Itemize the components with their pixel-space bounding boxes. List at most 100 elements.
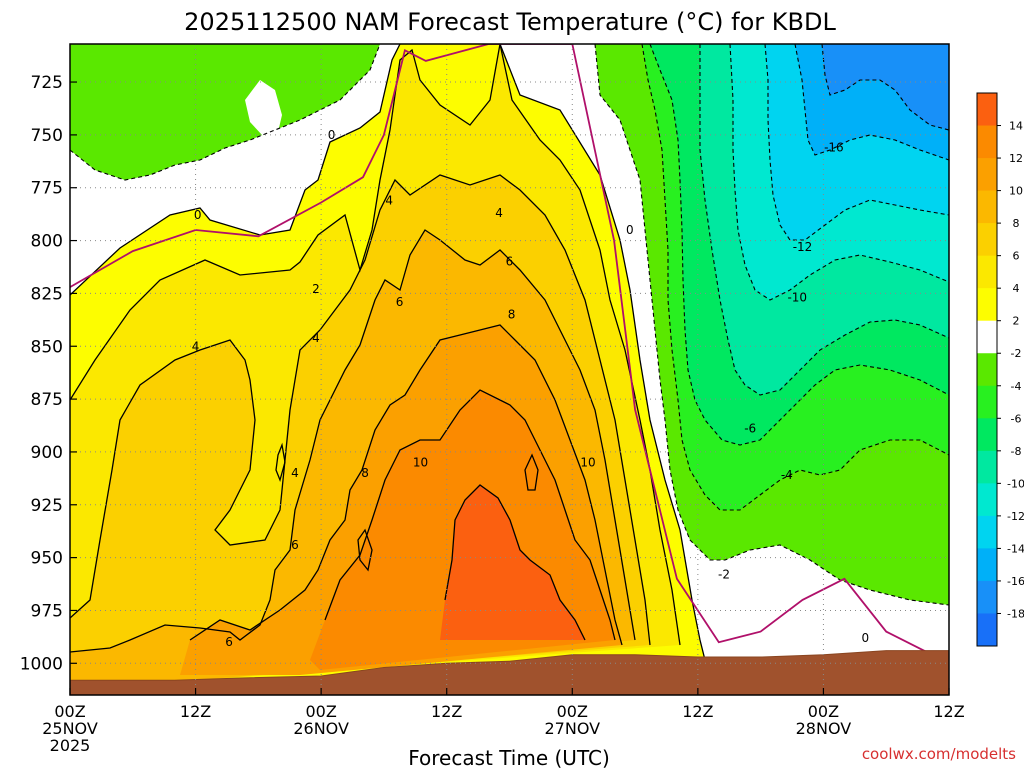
contour-label: 6 [225, 635, 233, 649]
colorbar-swatch [977, 613, 997, 647]
contour-labels: 0 0 0 0 2 4 4 4 4 4 6 6 6 6 8 8 10 10 -2 -4 -6 -10 -12 -16 [192, 128, 869, 649]
colorbar-label: 14 [1009, 120, 1023, 133]
colorbar-label: -8 [1011, 445, 1022, 458]
isotherm-0c [70, 44, 615, 288]
colorbar-swatch [977, 158, 997, 192]
colorbar-swatch [977, 190, 997, 224]
colorbar-swatch [977, 548, 997, 582]
contour-14c [444, 484, 586, 641]
colorbar-swatch [977, 320, 997, 354]
contour-label: 4 [385, 193, 393, 207]
isotherm-0c [613, 240, 949, 654]
y-tick-label: 750 [31, 126, 63, 146]
contour-label: 4 [291, 466, 299, 480]
x-tick-label: 00Z [305, 702, 336, 721]
colorbar-swatch [977, 93, 997, 127]
contour-label: 6 [291, 538, 299, 552]
contour-label: 4 [312, 331, 320, 345]
contour-minus8c [699, 44, 949, 396]
colorbar-label: 12 [1009, 152, 1023, 165]
contour-label: 6 [506, 255, 514, 269]
colorbar-label: -4 [1011, 380, 1022, 393]
contour-minus4c [641, 44, 949, 511]
contour-label: 6 [396, 295, 404, 309]
plot-area: 0 0 0 0 2 4 4 4 4 4 6 6 6 6 8 8 10 10 -2 -4 -6 -10 -12 -16 [70, 44, 949, 695]
x-tick-label: 28NOV [796, 719, 852, 738]
colorbar-frame [976, 92, 998, 647]
x-tick-label: 12Z [682, 702, 713, 721]
x-tick-label: 27NOV [544, 719, 600, 738]
contour-label: 4 [192, 339, 200, 353]
contour-minus14c [794, 44, 949, 161]
colorbar-swatch [977, 125, 997, 159]
contour-8c [70, 229, 636, 653]
contour-6c [70, 174, 651, 646]
colorbar-swatch [977, 288, 997, 322]
warm-contour-lines [70, 44, 706, 661]
freezing-isotherms [70, 44, 949, 654]
contour-label: 0 [328, 128, 336, 142]
colorbar-swatch [977, 223, 997, 257]
contour-label: -16 [824, 141, 844, 155]
colorbar-swatch [977, 515, 997, 549]
contour-minus2c-upper [70, 44, 381, 181]
y-tick-label: 775 [31, 179, 63, 199]
contour-label: 8 [361, 466, 369, 480]
cold-layer-minus16c [822, 44, 949, 130]
x-tick-label: 2025 [50, 736, 91, 755]
contour-label: 2 [312, 282, 320, 296]
colorbar-label: 8 [1013, 217, 1020, 230]
contour-12c [324, 389, 616, 641]
x-tick-label: 00Z [808, 702, 839, 721]
contour-label: -10 [787, 291, 807, 305]
colorbar-label: -12 [1007, 510, 1024, 523]
x-tick-label: 00Z [54, 702, 85, 721]
y-tick-label: 925 [31, 496, 63, 516]
contour-minus16c [821, 44, 949, 131]
y-tick-label: 850 [31, 337, 63, 357]
y-tick-label: 900 [31, 443, 63, 463]
contour-label: 0 [861, 631, 869, 645]
contour-minus10c [729, 44, 949, 301]
x-tick-label: 12Z [431, 702, 462, 721]
pressure-axis: 725 750 775 800 825 850 875 900 925 950 975 1000 [20, 73, 77, 674]
colorbar-swatch [977, 255, 997, 289]
contour-small-loop [524, 453, 539, 491]
colorbar-label: -2 [1011, 347, 1022, 360]
x-tick-label: 26NOV [293, 719, 349, 738]
colorbar-label: -16 [1007, 575, 1024, 588]
colorbar-label: 2 [1013, 315, 1020, 328]
contour-label: 4 [495, 206, 503, 220]
x-tick-label: 12Z [933, 702, 964, 721]
warm-layer-14c [440, 485, 585, 640]
y-tick-label: 875 [31, 390, 63, 410]
cold-contour-lines [70, 44, 949, 606]
colorbar-swatch [977, 580, 997, 614]
colorbar: 14 12 10 8 6 4 2 -2 -4 -6 -8 -10 -12 -14 -16 -18 [976, 92, 1024, 647]
colorbar-label: -6 [1011, 412, 1022, 425]
y-tick-label: 800 [31, 232, 63, 252]
y-tick-label: 825 [31, 284, 63, 304]
contour-label: 8 [508, 308, 516, 322]
colorbar-swatch [977, 385, 997, 419]
contour-label: -4 [781, 468, 793, 482]
contour-label: 10 [580, 456, 595, 470]
colorbar-swatch [977, 450, 997, 484]
y-tick-label: 725 [31, 73, 63, 93]
contour-label: -12 [793, 240, 813, 254]
contour-2c [70, 44, 706, 661]
colorbar-label: -10 [1007, 477, 1024, 490]
dotted-grid [70, 44, 949, 695]
y-tick-label: 1000 [20, 654, 63, 674]
cold-layer-upper-white-hole [245, 80, 282, 145]
colorbar-label: 4 [1013, 282, 1020, 295]
contour-label: 0 [194, 208, 202, 222]
colorbar-swatch [977, 353, 997, 387]
colorbar-swatch [977, 483, 997, 517]
credit-label: coolwx.com/modelts [862, 745, 1016, 763]
contour-minus2c [594, 44, 949, 606]
ground-surface [70, 650, 949, 695]
contour-label: -6 [744, 422, 756, 436]
